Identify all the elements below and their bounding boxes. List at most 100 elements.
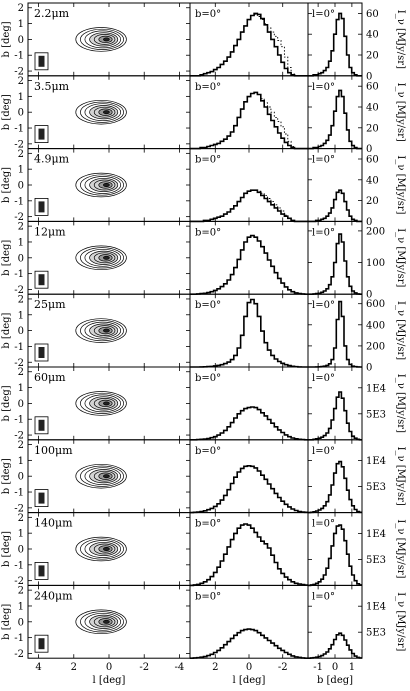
intensity-axis-label: I_ν [MJy/sr] (395, 592, 406, 651)
map-ytick-label: 0 (18, 617, 24, 628)
contour-map: 2 1 0 -1 -2 3.5μm b [deg] (1, 75, 191, 150)
intensity-axis-label: I_ν [MJy/sr] (395, 83, 406, 142)
contour-level-1 (75, 318, 127, 343)
wavelength-label: 4.9μm (34, 153, 70, 166)
lprofile-dotted-line (254, 91, 295, 147)
map-ytick-label: -2 (14, 503, 24, 514)
contour-level-3 (84, 248, 122, 267)
longitude-profile: b=0° (189, 220, 309, 295)
wavelength-label: 60μm (34, 371, 66, 384)
lprofile-xlabel: l [deg] (233, 675, 266, 686)
cut-label-b: b=0° (195, 82, 221, 93)
contour-level-3 (84, 176, 122, 194)
bprofile-line (308, 189, 362, 223)
map-ytick-label: 2 (18, 440, 24, 451)
bprofile-line (308, 233, 362, 295)
contour-map: 2 1 0 -1 -2 140μm b [deg] (1, 512, 191, 587)
map-ylabel: b [deg] (1, 240, 12, 276)
map-ytick-label: 0 (18, 253, 24, 264)
contour-level-3 (84, 467, 122, 486)
bprofile-xtick-label: -1 (313, 662, 323, 673)
map-ytick-label: -1 (14, 51, 24, 62)
longitude-profile: b=0° (189, 75, 309, 150)
map-ytick-label: 2 (18, 367, 24, 378)
map-xtick-label: 4 (35, 662, 41, 673)
contour-level-3 (84, 103, 122, 122)
contour-level-2 (80, 28, 124, 50)
map-ytick-label: 1 (18, 529, 24, 540)
contour-level-1 (75, 536, 127, 562)
contour-level-2 (80, 392, 124, 414)
intensity-axis-label: I_ν [MJy/sr] (395, 519, 406, 578)
wavelength-label: 2.2μm (34, 7, 70, 20)
cut-label-b: b=0° (195, 300, 221, 311)
cut-label-l: l=0° (312, 227, 335, 238)
map-ytick-label: -2 (14, 139, 24, 150)
cut-label-b: b=0° (195, 446, 221, 457)
contour-level-1 (75, 172, 127, 198)
map-xlabel: l [deg] (93, 675, 126, 686)
intensity-ytick-label: 0 (366, 71, 372, 82)
lprofile-xtick-label: 2 (212, 662, 218, 673)
contour-level-7 (103, 619, 110, 624)
contour-level-1 (75, 27, 127, 52)
intensity-ytick-label: 60 (366, 9, 379, 20)
map-ytick-label: -1 (14, 269, 24, 280)
latitude-profile: l=0° 0 100 200 I_ν [MJy/sr] (307, 220, 406, 301)
wavelength-label: 25μm (34, 298, 66, 311)
map-ytick-label: -2 (14, 649, 24, 660)
lprofile-line (190, 406, 308, 441)
map-ytick-label: 2 (18, 586, 24, 597)
intensity-ytick-label: 0 (366, 290, 372, 301)
row-0: 2 1 0 -1 -2 2.2μm b [deg] b=0° l=0° 0 20 40 60 I_ν [M… (1, 2, 406, 82)
map-ytick-label: 0 (18, 545, 24, 556)
latitude-profile: l=0° 5E3 1E4 I_ν [MJy/sr] (307, 366, 406, 441)
map-ytick-label: 1 (18, 383, 24, 394)
wavelength-label: 100μm (34, 444, 73, 457)
map-ylabel: b [deg] (1, 531, 12, 567)
cut-label-b: b=0° (195, 519, 221, 530)
latitude-profile: l=0° 5E3 1E4 I_ν [MJy/sr] (307, 584, 406, 659)
map-ylabel: b [deg] (1, 21, 12, 57)
map-ytick-label: -1 (14, 560, 24, 571)
intensity-ytick-label: 400 (366, 320, 385, 331)
contour-level-2 (80, 465, 124, 487)
intensity-axis-label: I_ν [MJy/sr] (395, 301, 406, 360)
contour-level-7 (103, 474, 110, 479)
cut-label-l: l=0° (312, 591, 335, 602)
lprofile-line (190, 298, 308, 368)
cut-label-l: l=0° (312, 82, 335, 93)
intensity-ytick-label: 0 (366, 363, 372, 374)
map-ylabel: b [deg] (1, 604, 12, 640)
map-ytick-label: -2 (14, 358, 24, 369)
map-ytick-label: 1 (18, 310, 24, 321)
map-ytick-label: -2 (14, 285, 24, 296)
longitude-profile: b=0° (189, 293, 309, 368)
contour-level-2 (80, 174, 124, 196)
contour-level-1 (75, 463, 127, 489)
bprofile-xlabel: b [deg] (317, 675, 353, 686)
intensity-ytick-label: 40 (366, 30, 379, 41)
contour-level-2 (80, 611, 124, 633)
contour-level-7 (103, 37, 110, 42)
contour-level-2 (80, 320, 124, 342)
contour-map: 2 1 0 -1 -2 2.2μm b [deg] (1, 2, 191, 78)
latitude-profile: l=0° 0 20 40 60 I_ν [MJy/sr] (307, 148, 406, 228)
intensity-ytick-label: 5E3 (366, 555, 386, 566)
intensity-ytick-label: 0 (366, 217, 372, 228)
contour-map: 2 1 0 -1 -2 25μm b [deg] (1, 293, 191, 369)
map-ytick-label: -1 (14, 342, 24, 353)
wavelength-label: 12μm (34, 225, 66, 238)
contour-level-1 (75, 99, 127, 125)
contour-level-7 (103, 401, 110, 406)
intensity-ytick-label: 0 (366, 144, 372, 155)
cut-label-l: l=0° (312, 373, 335, 384)
map-ytick-label: -1 (14, 196, 24, 207)
lprofile-xtick-label: 0 (246, 662, 252, 673)
map-ylabel: b [deg] (1, 167, 12, 203)
map-ytick-label: -1 (14, 488, 24, 499)
row-8: 2 1 0 -1 -2 240μm b [deg] b=0° l=0° 5E3 1E4 I_ν [MJ… (1, 584, 406, 660)
map-xtick-label: -4 (175, 662, 185, 673)
map-ytick-label: -2 (14, 576, 24, 587)
